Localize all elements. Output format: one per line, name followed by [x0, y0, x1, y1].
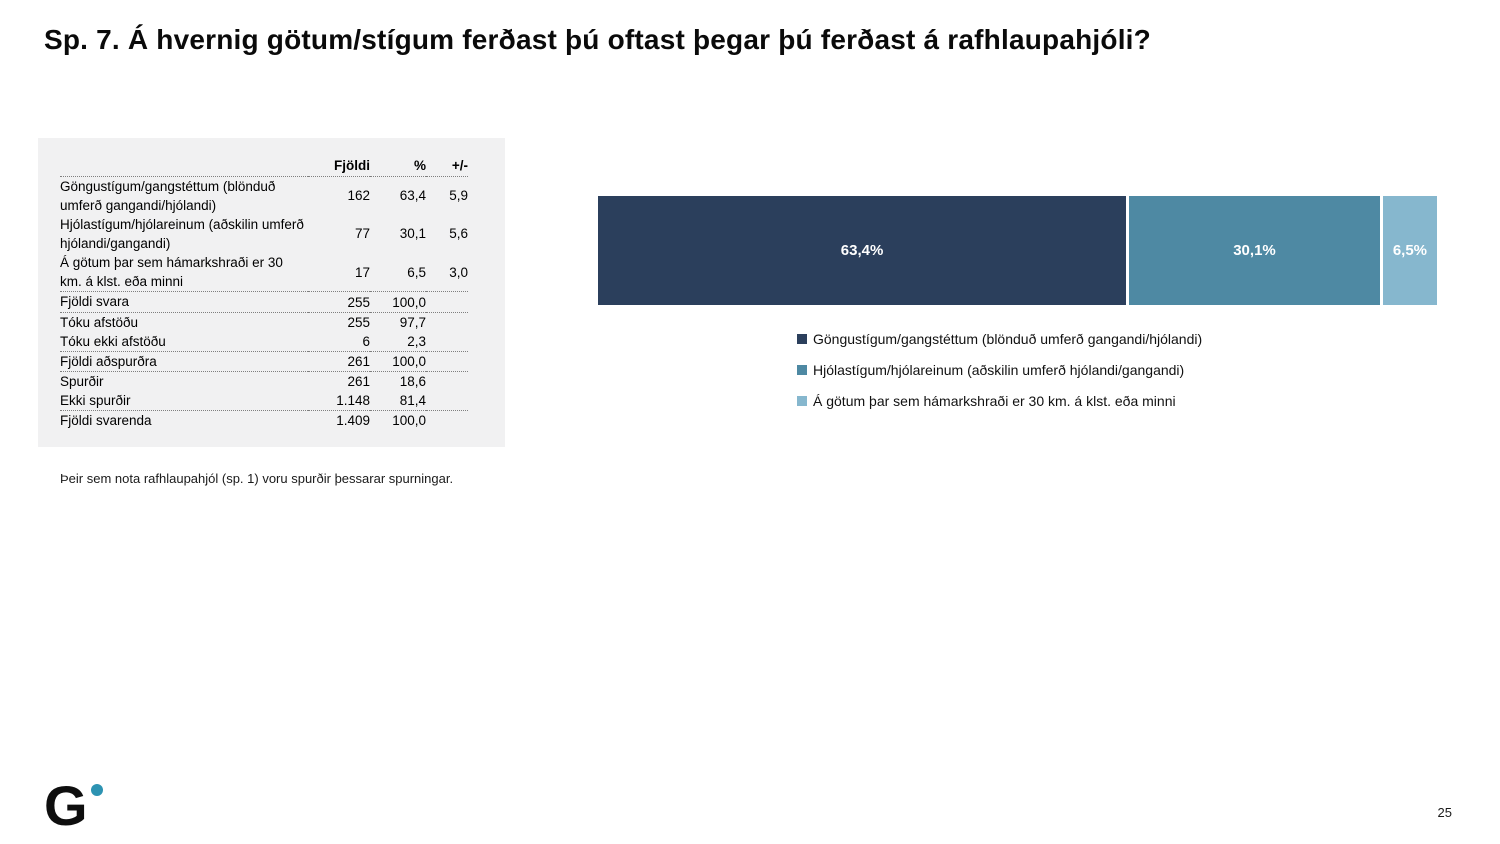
row-moe: 5,9	[449, 188, 468, 204]
row-moe	[426, 351, 468, 373]
logo-dot-icon	[91, 784, 103, 796]
header-fjoldi: Fjöldi	[308, 150, 370, 177]
table-row: Hjólastígum/hjólareinum (aðskilin umferð…	[60, 215, 468, 253]
table-row: Tóku afstöðu 255 97,7	[60, 312, 468, 332]
row-percent: 100,0	[392, 413, 426, 429]
legend-marker-icon	[797, 365, 807, 375]
row-fjoldi: 261	[347, 374, 370, 390]
table-row: Spurðir 261 18,6	[60, 372, 468, 392]
legend-item: Göngustígum/gangstéttum (blönduð umferð …	[797, 331, 1202, 347]
row-fjoldi: 1.148	[308, 391, 370, 412]
row-percent: 97,7	[399, 314, 426, 330]
row-moe	[426, 291, 468, 313]
gallup-logo: G	[44, 778, 114, 836]
header-moe: +/-	[426, 150, 468, 177]
chart-legend: Göngustígum/gangstéttum (blönduð umferð …	[797, 331, 1202, 424]
legend-marker-icon	[797, 334, 807, 344]
bar-segment: 6,5%	[1382, 196, 1437, 305]
row-fjoldi: 261	[308, 351, 370, 373]
bar-segment-label: 63,4%	[840, 242, 884, 259]
header-label	[60, 150, 308, 177]
table-row: Tóku ekki afstöðu 6 2,3	[60, 331, 468, 352]
legend-item: Á götum þar sem hámarkshraði er 30 km. á…	[797, 393, 1202, 409]
row-fjoldi: 17	[308, 253, 370, 293]
table-row: Fjöldi aðspurðra 261 100,0	[60, 351, 468, 373]
bar-segment: 30,1%	[1129, 196, 1380, 305]
table-body-answers: Göngustígum/gangstéttum (blönduð umferð …	[60, 176, 468, 293]
row-label: Tóku ekki afstöðu	[60, 331, 308, 352]
table-row: Á götum þar sem hámarkshraði er 30 km. á…	[60, 253, 468, 293]
row-label: Göngustígum/gangstéttum (blönduð umferð …	[60, 178, 276, 213]
row-percent: 2,3	[370, 331, 426, 352]
page-title: Sp. 7. Á hvernig götum/stígum ferðast þú…	[44, 24, 1151, 55]
row-moe: 3,0	[426, 253, 468, 293]
row-percent: 100,0	[370, 351, 426, 373]
bar-segment-label: 30,1%	[1233, 242, 1276, 259]
legend-label: Göngustígum/gangstéttum (blönduð umferð …	[813, 331, 1203, 347]
table-row: Fjöldi svarenda 1.409 100,0	[60, 411, 468, 431]
row-moe	[426, 331, 468, 352]
row-moe	[426, 391, 468, 412]
logo-letter: G	[44, 774, 88, 837]
table-row: Göngustígum/gangstéttum (blönduð umferð …	[60, 176, 468, 215]
row-label: Ekki spurðir	[60, 391, 308, 412]
stacked-bar-chart: 63,4% 30,1% 6,5%	[598, 196, 1437, 305]
row-moe	[426, 372, 468, 392]
stats-table: Fjöldi % +/- Göngustígum/gangstéttum (bl…	[60, 150, 468, 431]
stats-table-panel: Fjöldi % +/- Göngustígum/gangstéttum (bl…	[38, 138, 505, 447]
row-fjoldi: 162	[347, 188, 370, 204]
row-label: Tóku afstöðu	[60, 314, 139, 330]
row-label: Hjólastígum/hjólareinum (aðskilin umferð…	[60, 216, 304, 251]
row-label: Fjöldi svara	[60, 291, 308, 313]
row-label: Fjöldi aðspurðra	[60, 351, 308, 373]
row-percent: 18,6	[399, 374, 426, 390]
row-moe: 5,6	[449, 226, 468, 242]
row-percent: 6,5	[370, 253, 426, 293]
row-fjoldi: 77	[354, 226, 370, 242]
row-label: Á götum þar sem hámarkshraði er 30 km. á…	[60, 253, 308, 293]
row-moe	[426, 411, 468, 431]
row-label: Fjöldi svarenda	[60, 413, 152, 429]
header-percent: %	[370, 150, 426, 177]
legend-marker-icon	[797, 396, 807, 406]
legend-label: Hjólastígum/hjólareinum (aðskilin umferð…	[813, 362, 1185, 378]
page-number: 25	[1437, 805, 1452, 820]
legend-label: Á götum þar sem hámarkshraði er 30 km. á…	[813, 393, 1176, 409]
table-body-summary: Fjöldi svara 255 100,0 Tóku afstöðu 255 97,7 T…	[60, 291, 468, 431]
row-fjoldi: 1.409	[336, 413, 370, 429]
row-percent: 81,4	[370, 391, 426, 412]
bar-segment-label: 6,5%	[1392, 242, 1428, 259]
row-label: Spurðir	[60, 374, 104, 390]
footnote: Þeir sem nota rafhlaupahjól (sp. 1) voru…	[60, 471, 454, 486]
table-header-row: Fjöldi % +/-	[60, 150, 468, 177]
row-percent: 63,4	[399, 188, 426, 204]
row-percent: 30,1	[399, 226, 426, 242]
row-fjoldi: 255	[308, 291, 370, 313]
row-fjoldi: 6	[308, 331, 370, 352]
table-row: Fjöldi svara 255 100,0	[60, 291, 468, 313]
row-percent: 100,0	[370, 291, 426, 313]
table-row: Ekki spurðir 1.148 81,4	[60, 391, 468, 412]
bar-segment: 63,4%	[598, 196, 1127, 305]
row-moe	[426, 312, 468, 332]
legend-item: Hjólastígum/hjólareinum (aðskilin umferð…	[797, 362, 1202, 378]
row-fjoldi: 255	[347, 314, 370, 330]
